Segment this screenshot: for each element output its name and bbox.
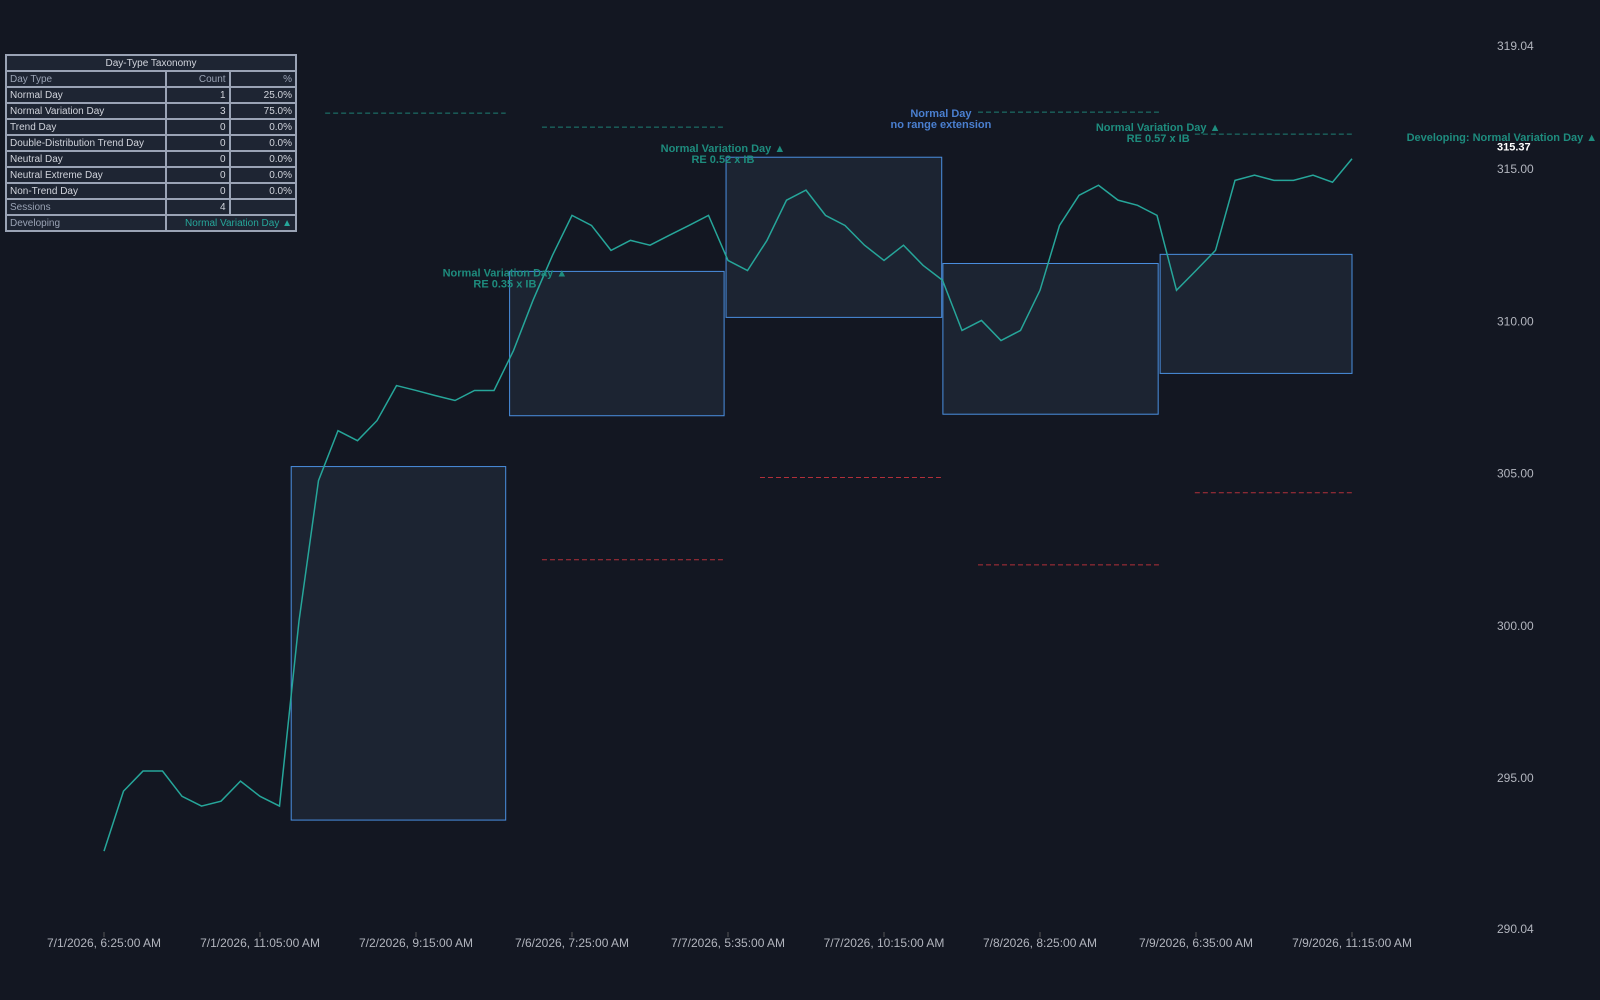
table-row: Double-Distribution Trend Day 0 0.0% xyxy=(4,134,298,152)
x-tick-label: 7/6/2026, 7:25:00 AM xyxy=(515,936,629,950)
x-tick-label: 7/8/2026, 8:25:00 AM xyxy=(983,936,1097,950)
ib-box xyxy=(509,270,725,417)
table-cell: 0 xyxy=(165,134,231,152)
y-tick-label: 319.04 xyxy=(1497,39,1534,53)
session-label: Normal Variation Day ▲ xyxy=(1096,122,1221,134)
table-cell: Count xyxy=(165,70,231,88)
x-tick-label: 7/9/2026, 11:15:00 AM xyxy=(1292,936,1412,950)
table-cell: Neutral Day xyxy=(4,150,168,168)
table-cell: 0 xyxy=(165,182,231,200)
ib-box xyxy=(290,466,507,821)
table-cell: Sessions xyxy=(4,198,168,216)
session-label: RE 0.57 x IB xyxy=(1127,133,1190,145)
table-row: Day Type Count% xyxy=(4,70,298,88)
table-cell: Normal Variation Day xyxy=(4,102,168,120)
table-cell: 0.0% xyxy=(228,118,298,136)
session-label: no range extension xyxy=(891,119,992,131)
x-tick-label: 7/1/2026, 11:05:00 AM xyxy=(200,936,320,950)
table-row: Trend Day 0 0.0% xyxy=(4,118,298,136)
table-row: Neutral Extreme Day 0 0.0% xyxy=(4,166,298,184)
table-row: Normal Day 1 25.0% xyxy=(4,86,298,104)
table-cell: 0.0% xyxy=(228,182,298,200)
developing-label: Developing: Normal Variation Day ▲ xyxy=(1407,132,1598,144)
table-row: Normal Variation Day 3 75.0% xyxy=(4,102,298,120)
session-label: Normal Variation Day ▲ xyxy=(443,267,568,279)
x-tick-label: 7/9/2026, 6:35:00 AM xyxy=(1139,936,1253,950)
y-tick-label: 305.00 xyxy=(1497,467,1534,481)
table-cell: 0 xyxy=(165,150,231,168)
table-cell: % xyxy=(228,70,298,88)
table-cell: 25.0% xyxy=(228,86,298,104)
table-row: Sessions 4 xyxy=(4,198,298,216)
table-cell: Neutral Extreme Day xyxy=(4,166,168,184)
table-row: Day-Type Taxonomy xyxy=(5,54,297,72)
session-label: RE 0.35 x IB xyxy=(473,278,536,290)
last-price: 315.37 xyxy=(1497,142,1531,154)
table-cell: Double-Distribution Trend Day xyxy=(4,134,168,152)
table-cell: Normal Variation Day ▲ xyxy=(165,214,297,232)
y-tick-label: 300.00 xyxy=(1497,619,1534,633)
table-cell: Day Type xyxy=(4,70,168,88)
session-label: RE 0.52 x IB xyxy=(691,154,754,166)
table-row: Non-Trend Day 0 0.0% xyxy=(4,182,298,200)
x-tick-label: 7/2/2026, 9:15:00 AM xyxy=(359,936,473,950)
table-cell: Trend Day xyxy=(4,118,168,136)
table-cell: Day-Type Taxonomy xyxy=(5,54,297,72)
table-row: Neutral Day 0 0.0% xyxy=(4,150,298,168)
y-tick-label: 310.00 xyxy=(1497,314,1534,328)
table-cell: 0 xyxy=(165,166,231,184)
x-tick-label: 7/7/2026, 5:35:00 AM xyxy=(671,936,785,950)
ib-box xyxy=(1159,253,1353,374)
table-cell: Normal Day xyxy=(4,86,168,104)
table-row: Developing Normal Variation Day ▲ xyxy=(4,214,297,232)
table-cell: Developing xyxy=(4,214,168,232)
table-cell: 3 xyxy=(165,102,231,120)
session-label: Normal Day xyxy=(910,108,972,120)
y-tick-label: 315.00 xyxy=(1497,162,1534,176)
taxonomy-table: Day-Type Taxonomy Day Type Count% Normal Da… xyxy=(4,54,298,232)
table-cell: Non-Trend Day xyxy=(4,182,168,200)
x-tick-label: 7/7/2026, 10:15:00 AM xyxy=(824,936,945,950)
table-cell: 0.0% xyxy=(228,134,298,152)
x-tick-label: 7/1/2026, 6:25:00 AM xyxy=(47,936,161,950)
table-cell xyxy=(228,198,298,216)
table-cell: 75.0% xyxy=(228,102,298,120)
table-cell: 0 xyxy=(165,118,231,136)
table-cell: 1 xyxy=(165,86,231,104)
y-tick-label: 290.04 xyxy=(1497,922,1534,936)
price-line xyxy=(103,158,1353,852)
table-cell: 0.0% xyxy=(228,166,298,184)
session-label: Normal Variation Day ▲ xyxy=(661,143,786,155)
ib-box xyxy=(942,262,1159,415)
table-cell: 4 xyxy=(165,198,231,216)
y-tick-label: 295.00 xyxy=(1497,771,1534,785)
ib-box xyxy=(725,156,943,318)
table-cell: 0.0% xyxy=(228,150,298,168)
